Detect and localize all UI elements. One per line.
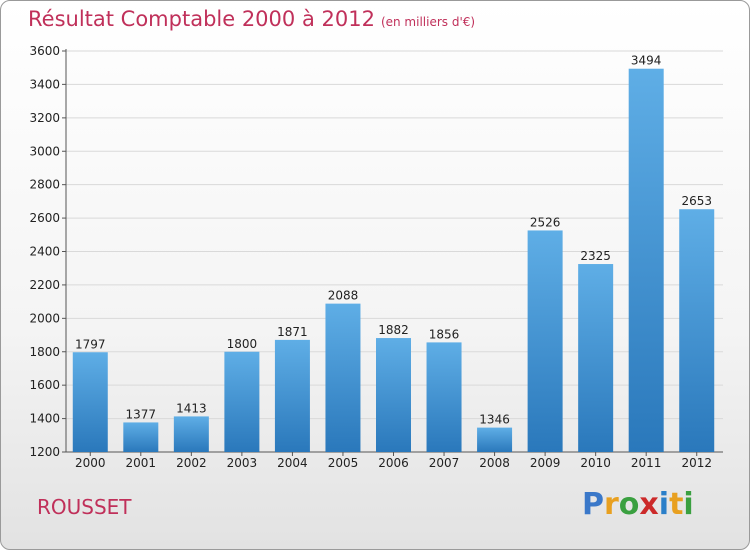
data-label: 1882 [378, 323, 409, 337]
bars [72, 68, 715, 453]
bar [274, 339, 310, 452]
x-tick-label: 2007 [429, 456, 460, 470]
chart-subtitle: (en milliers d'€) [380, 15, 476, 29]
bar [426, 342, 462, 452]
data-label: 2653 [681, 194, 712, 208]
y-tick-label: 1200 [29, 445, 60, 459]
x-tick-label: 2004 [277, 456, 308, 470]
x-tick-label: 2000 [75, 456, 106, 470]
y-tick-label: 1800 [29, 345, 60, 359]
data-labels: 1797 1377 1413 1800 1871 2088 1882 1856 1346 2526… [75, 54, 712, 427]
x-tick-label: 2008 [479, 456, 510, 470]
x-tick-label: 2011 [631, 456, 662, 470]
bar [173, 416, 209, 452]
y-tick-label: 2600 [29, 211, 60, 225]
data-label: 1377 [126, 407, 157, 421]
data-label: 3494 [631, 54, 662, 68]
y-tick-label: 2800 [29, 178, 60, 192]
logo-letter: r [604, 487, 619, 522]
chart-title-text: Résultat Comptable 2000 à 2012 [28, 7, 375, 31]
y-tick-label: 2000 [29, 311, 60, 325]
y-tick-label: 3400 [29, 77, 60, 91]
axes: 1200 1400 1600 1800 2000 2200 2400 2600 2800 3000… [29, 44, 723, 470]
y-tick-label: 1600 [29, 378, 60, 392]
logo-letter: P [582, 487, 604, 522]
y-tick-label: 2400 [29, 245, 60, 259]
x-tick-label: 2009 [530, 456, 561, 470]
y-tick-label: 3200 [29, 111, 60, 125]
bar [679, 209, 715, 452]
proxiti-logo: Proxiti [582, 487, 694, 522]
y-tick-label: 3600 [29, 44, 60, 58]
bar [376, 338, 411, 452]
logo-letter: i [683, 487, 694, 522]
bar [527, 230, 563, 452]
data-label: 1413 [176, 401, 207, 415]
commune-name: ROUSSET [37, 495, 132, 519]
data-label: 2526 [530, 215, 561, 229]
y-tick-label: 3000 [29, 144, 60, 158]
logo-letter: i [658, 487, 670, 522]
y-tick-label: 1400 [29, 412, 60, 426]
data-label: 2325 [580, 249, 611, 263]
data-label: 1856 [429, 327, 460, 341]
x-tick-label: 2005 [328, 456, 359, 470]
bar [123, 422, 159, 452]
x-tick-label: 2006 [378, 456, 409, 470]
bar [628, 68, 664, 453]
bar [72, 352, 108, 452]
logo-letter: t [669, 487, 684, 522]
x-tick-label: 2003 [227, 456, 258, 470]
data-label: 1346 [479, 413, 510, 427]
x-tick-label: 2002 [176, 456, 207, 470]
bar [325, 303, 361, 452]
data-label: 2088 [328, 289, 359, 303]
chart-title: Résultat Comptable 2000 à 2012 (en millie… [28, 7, 475, 31]
logo-letter: o [618, 487, 640, 522]
y-tick-label: 2200 [29, 278, 60, 292]
x-tick-label: 2001 [126, 456, 157, 470]
bar [477, 427, 513, 452]
data-label: 1800 [227, 337, 258, 351]
data-label: 1797 [75, 337, 106, 351]
bar [224, 351, 260, 452]
logo-letter: x [639, 487, 659, 522]
x-tick-label: 2010 [580, 456, 611, 470]
data-label: 1871 [277, 325, 308, 339]
x-tick-label: 2012 [681, 456, 712, 470]
bar [578, 264, 614, 452]
